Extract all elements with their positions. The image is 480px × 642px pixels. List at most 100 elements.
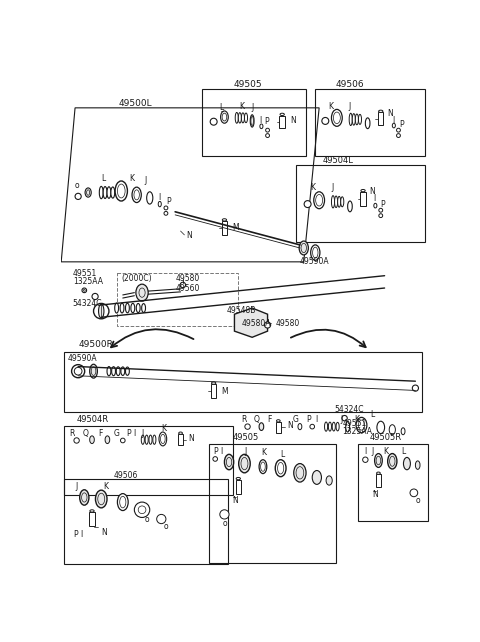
Ellipse shape	[90, 364, 97, 378]
Ellipse shape	[115, 303, 119, 313]
Ellipse shape	[312, 471, 322, 484]
Text: K: K	[262, 448, 266, 457]
Bar	[222, 221, 227, 235]
Text: J: J	[141, 429, 144, 438]
Ellipse shape	[335, 196, 337, 207]
Ellipse shape	[356, 417, 367, 433]
Ellipse shape	[298, 424, 302, 429]
Ellipse shape	[116, 367, 120, 376]
Circle shape	[74, 438, 79, 443]
Ellipse shape	[111, 187, 115, 198]
Text: 49505: 49505	[233, 433, 259, 442]
Text: 54324C: 54324C	[335, 405, 364, 414]
Text: K: K	[239, 102, 244, 111]
Text: K: K	[161, 424, 166, 433]
Text: R: R	[241, 415, 247, 424]
Text: P: P	[127, 429, 131, 438]
Text: 49504L: 49504L	[323, 156, 354, 165]
Ellipse shape	[107, 367, 111, 376]
Circle shape	[74, 367, 82, 375]
Text: P: P	[399, 120, 404, 129]
Text: 49500L: 49500L	[119, 100, 153, 108]
Text: P: P	[73, 530, 77, 539]
Text: L: L	[370, 410, 374, 419]
Text: K: K	[311, 183, 315, 192]
Ellipse shape	[142, 304, 145, 313]
Ellipse shape	[326, 476, 332, 485]
Text: 49504R: 49504R	[77, 415, 109, 424]
Bar	[296, 165, 425, 242]
Text: P: P	[167, 197, 171, 206]
Ellipse shape	[107, 187, 111, 198]
Circle shape	[120, 438, 125, 443]
Text: 49590A: 49590A	[300, 257, 330, 266]
Ellipse shape	[241, 113, 244, 123]
Ellipse shape	[250, 115, 254, 127]
Text: J: J	[349, 102, 351, 111]
Ellipse shape	[332, 196, 335, 208]
Text: L: L	[101, 174, 106, 183]
Text: 49505: 49505	[234, 80, 263, 89]
Polygon shape	[234, 308, 267, 337]
Text: N: N	[101, 528, 107, 537]
Ellipse shape	[359, 114, 361, 125]
Circle shape	[220, 510, 229, 519]
Text: 1325AA: 1325AA	[73, 277, 103, 286]
Text: N: N	[388, 110, 394, 119]
Ellipse shape	[118, 494, 128, 510]
Ellipse shape	[99, 186, 103, 199]
Ellipse shape	[239, 455, 250, 473]
Ellipse shape	[379, 110, 383, 112]
Ellipse shape	[280, 113, 284, 116]
Bar	[211, 385, 216, 398]
Ellipse shape	[145, 435, 148, 444]
Text: I: I	[133, 429, 135, 438]
Ellipse shape	[324, 422, 328, 431]
Ellipse shape	[90, 510, 94, 512]
Text: 49500R: 49500R	[78, 340, 113, 349]
Text: o: o	[164, 522, 168, 531]
Text: 49551: 49551	[73, 269, 97, 278]
Text: L: L	[219, 103, 224, 112]
Ellipse shape	[222, 113, 227, 121]
Circle shape	[210, 118, 217, 125]
Ellipse shape	[332, 422, 336, 431]
Text: 49506: 49506	[114, 471, 138, 480]
Text: I: I	[373, 194, 376, 204]
Text: P: P	[214, 447, 218, 456]
Ellipse shape	[136, 304, 140, 313]
Circle shape	[265, 128, 269, 132]
Text: I: I	[260, 116, 262, 125]
Text: J: J	[251, 103, 253, 112]
Ellipse shape	[401, 428, 405, 435]
Ellipse shape	[132, 187, 141, 202]
Text: N: N	[369, 186, 375, 196]
Ellipse shape	[159, 432, 167, 446]
Text: G: G	[292, 415, 298, 424]
Circle shape	[84, 290, 85, 291]
Circle shape	[363, 457, 368, 462]
Text: F: F	[98, 429, 103, 438]
Ellipse shape	[121, 367, 125, 376]
Circle shape	[82, 288, 86, 293]
Text: I: I	[158, 193, 160, 202]
Ellipse shape	[374, 204, 377, 208]
Text: Q: Q	[254, 415, 260, 424]
Bar	[358, 444, 429, 521]
Bar	[117, 273, 238, 325]
Ellipse shape	[158, 202, 161, 207]
Ellipse shape	[389, 425, 396, 435]
Circle shape	[94, 304, 109, 319]
Ellipse shape	[212, 382, 216, 385]
Ellipse shape	[260, 124, 263, 128]
Circle shape	[156, 514, 166, 524]
Circle shape	[342, 415, 347, 421]
Circle shape	[310, 424, 314, 429]
Ellipse shape	[105, 436, 110, 444]
Ellipse shape	[259, 460, 267, 474]
Text: L: L	[280, 450, 284, 459]
Text: L: L	[401, 447, 405, 456]
Text: 49505R: 49505R	[369, 433, 401, 442]
Ellipse shape	[236, 478, 240, 480]
Ellipse shape	[80, 490, 89, 505]
